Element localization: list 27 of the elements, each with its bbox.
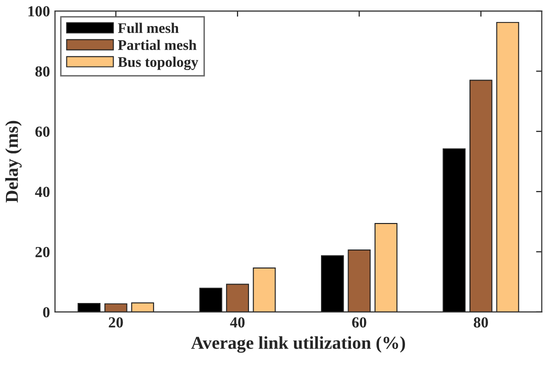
bar — [469, 80, 492, 312]
y-tick-label: 20 — [36, 246, 50, 258]
x-tick-label: 40 — [230, 317, 245, 328]
y-tick-label: 80 — [35, 66, 50, 77]
y-tick-label: 0 — [43, 307, 50, 318]
bar — [252, 268, 276, 312]
y-tick-label: 40 — [35, 186, 50, 198]
bar — [104, 303, 128, 312]
x-tick-label: 20 — [108, 317, 123, 328]
legend-label: Bus topology — [118, 56, 198, 70]
bar — [199, 288, 222, 312]
legend-label: Full mesh — [118, 22, 179, 34]
y-tick-label: 100 — [28, 6, 50, 16]
x-axis-title: Average link utilization (%) — [191, 336, 405, 353]
bar — [321, 255, 344, 312]
y-axis-title: Delay (ms) — [5, 120, 22, 203]
bar — [374, 222, 398, 312]
bar — [496, 22, 520, 312]
bar — [226, 284, 249, 312]
bar — [442, 148, 466, 312]
bar — [78, 303, 101, 312]
x-tick-label: 80 — [474, 317, 488, 328]
legend-label: Partial mesh — [118, 40, 196, 50]
bar — [348, 249, 371, 312]
bar — [131, 302, 154, 312]
y-tick-label: 60 — [35, 126, 50, 137]
x-tick-label: 60 — [352, 317, 366, 328]
